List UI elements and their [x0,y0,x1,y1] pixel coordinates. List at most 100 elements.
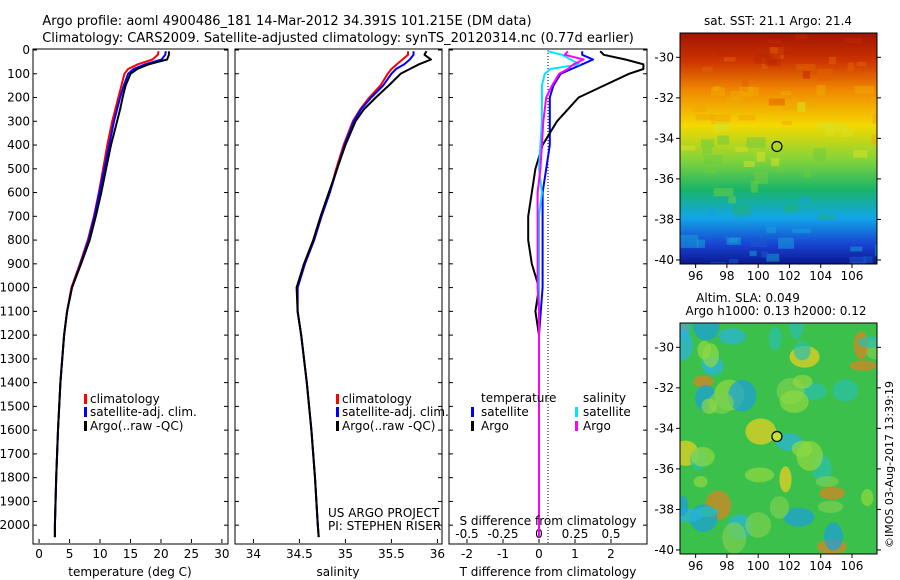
series-line-argo-raw-qc- [53,51,170,538]
sla-map-texture [680,323,877,554]
sst-map-frame [679,32,878,265]
sst-texture-patch [797,102,806,113]
x-tick-label: 0 [535,547,543,561]
legend-label-t-satellite: satellite [481,405,529,419]
sst-texture-patch [728,238,739,243]
sst-texture-patch [843,37,862,44]
sla-texture-patch [779,390,809,413]
sla-texture-patch [745,512,772,538]
salinity-xlabel: salinity [316,565,359,579]
x-tick-label: 98 [719,269,734,283]
salinity-axis-ticks: 34 34.5 35 35.5 36 [235,49,445,561]
sla-texture-patch [849,360,877,371]
y-tick-label: 1000 [0,281,30,295]
s-tick-label: -0.25 [487,527,518,541]
sla-texture-patch [779,466,792,493]
x-tick-label: 5 [66,547,74,561]
sst-texture-patch [680,145,696,151]
x-tick-label: 2 [607,547,615,561]
difference-series [527,50,645,538]
x-tick-label: 102 [778,559,801,573]
sla-map-ticks: 96 98 100 102 104 106 -30 -32 -34 -36 -38 -40 [654,340,881,573]
sst-texture-patch [875,244,877,256]
sst-texture-patch [716,52,727,57]
sst-texture-patch [856,61,867,67]
salinity-series [295,50,432,538]
sla-map-panel: Altim. SLA: 0.049 Argo h1000: 0.13 h2000… [654,291,881,573]
sst-texture-patch [767,39,781,44]
x-tick-label: 20 [153,547,168,561]
sst-texture-patch [776,168,785,173]
sla-texture-patch [693,375,714,388]
legend-label-s-argo: Argo [583,419,611,433]
sst-texture-patch [768,98,785,106]
sst-texture-patch [809,98,817,108]
sla-texture-patch [693,475,708,488]
sst-texture-patch [735,147,748,152]
sst-texture-patch [771,157,780,167]
sst-texture-patch [704,161,716,173]
sst-texture-patch [782,104,797,111]
x-tick-label: 100 [747,269,770,283]
legend-label-climatology: climatology [90,392,160,406]
figure-title-line1: Argo profile: aoml 4900486_181 14-Mar-20… [42,14,531,29]
sst-texture-patch [780,90,792,96]
series-line-argo [536,50,585,538]
sla-texture-patch [718,328,746,345]
y-tick-label: 1700 [0,447,30,461]
s-tick-label: -0.5 [455,527,478,541]
sla-map-title-line2: Argo h1000: 0.13 h2000: 0.12 [686,304,867,318]
sst-texture-patch [849,256,866,264]
sst-texture-patch [766,226,777,233]
x-tick-label: 34.5 [286,547,313,561]
series-line-satellite [538,50,581,538]
sla-texture-patch [690,447,715,467]
legend-swatch-satellite [336,407,339,417]
difference-axis-ticks: -2 -1 0 1 2-0.5 -0.25 0 0.25 0.5 [449,49,647,561]
legend-label-satellite: satellite-adj. clim. [342,405,449,419]
x-tick-label: 36 [430,547,445,561]
sst-texture-patch [713,86,720,91]
y-tick-label: -40 [654,543,674,557]
sla-texture-patch [768,326,782,351]
sst-texture-patch [738,115,756,121]
sla-map-frame [679,322,878,555]
sla-texture-patch [792,374,813,389]
sla-texture-patch [793,340,811,361]
x-tick-label: 1 [571,547,579,561]
x-tick-label: 106 [841,559,864,573]
sst-texture-patch [706,208,716,217]
legend-swatch-argo [84,421,87,431]
sst-texture-patch [702,146,713,155]
sst-texture-patch [733,204,750,217]
sst-texture-patch [703,154,723,165]
sst-texture-patch [834,123,848,132]
x-tick-label: 96 [688,269,703,283]
legend-swatch-s-satellite [575,407,578,417]
x-tick-label: 100 [747,559,770,573]
x-tick-label: -1 [497,547,509,561]
series-line-argo-raw-qc- [295,50,432,538]
legend-swatch-climatology [336,394,339,404]
sla-texture-patch [857,336,877,348]
y-tick-label: 400 [7,138,30,152]
x-tick-label: 25 [184,547,199,561]
temperature-axis-ticks: 0 5 10 15 20 25 300100200300400500600700800900… [0,43,230,561]
argo-float-marker [771,140,783,153]
figure-title-line2: Climatology: CARS2009. Satellite-adjuste… [42,31,634,46]
difference-panel: -2 -1 0 1 2-0.5 -0.25 0 0.25 0.5 S difference fr… [448,48,648,579]
legend-label-t-argo: Argo [481,419,509,433]
y-tick-label: -36 [654,462,674,476]
sst-texture-patch [840,128,854,137]
imos-timestamp: ©IMOS 03-Aug-2017 13:39:19 [883,381,896,548]
sst-texture-patch [847,62,855,72]
sst-texture-patch [723,57,736,62]
sst-texture-patch [702,66,713,72]
sla-texture-patch [819,486,845,500]
y-tick-label: -32 [654,91,674,105]
y-tick-label: -36 [654,172,674,186]
sst-texture-patch [728,259,739,264]
y-tick-label: -34 [654,421,674,435]
sst-texture-patch [865,73,877,79]
